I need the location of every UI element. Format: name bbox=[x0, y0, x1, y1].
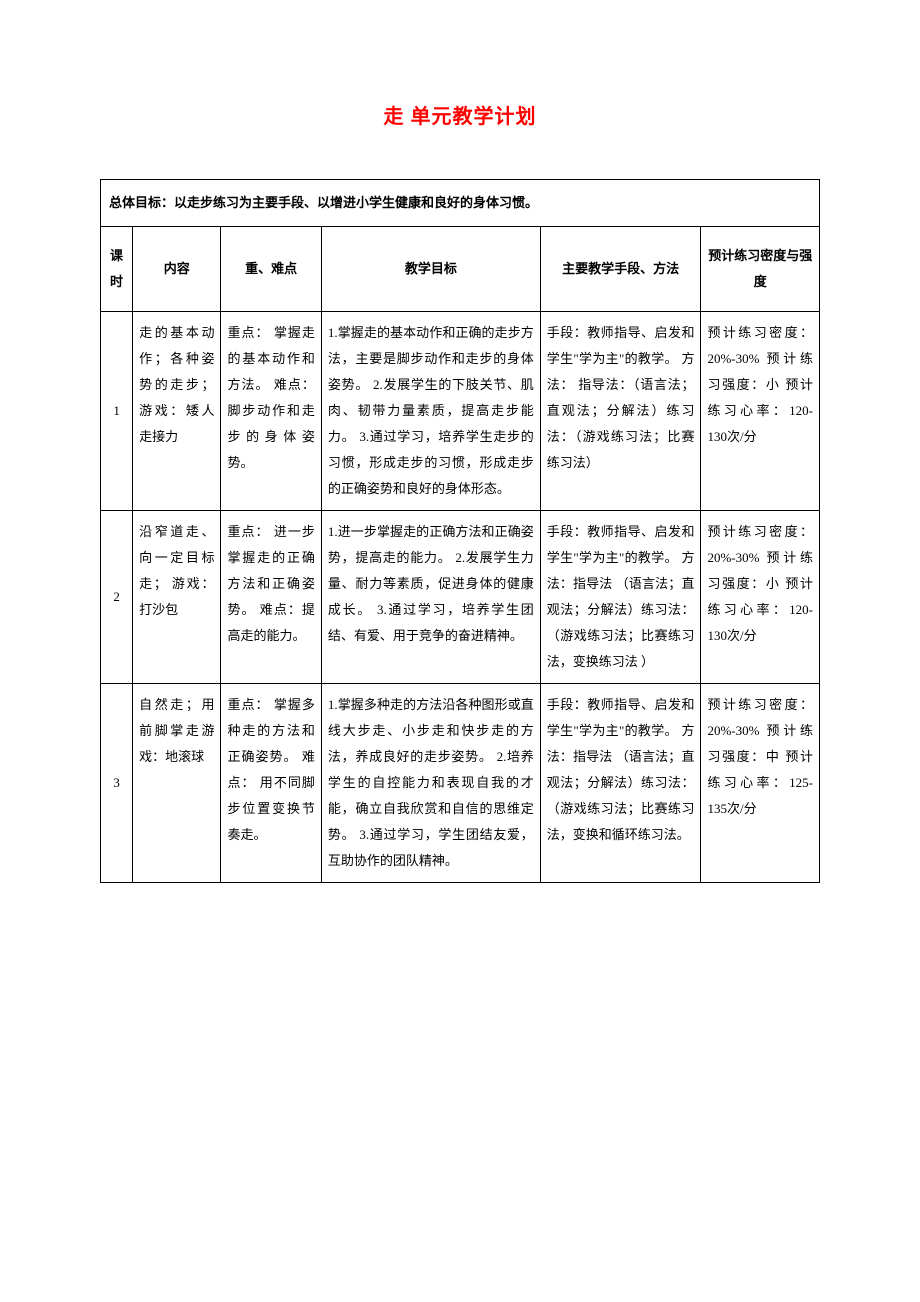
cell-content: 沿窄道走、向一定目标走； 游戏：打沙包 bbox=[133, 511, 221, 684]
cell-goals: 1.掌握多种走的方法沿各种图形或直线大步走、小步走和快步走的方法，养成良好的走步… bbox=[321, 684, 540, 883]
cell-goals: 1.掌握走的基本动作和正确的走步方法，主要是脚步动作和走步的身体姿势。 2.发展… bbox=[321, 312, 540, 511]
cell-intensity: 预计练习密度：20%-30% 预计练习强度：小 预计练习心率：120-130次/… bbox=[701, 312, 820, 511]
table-row: 1 走的基本动作；各种姿势的走步；游戏：矮人走接力 重点： 掌握走的基本动作和方… bbox=[101, 312, 820, 511]
table-row: 3 自然走；用前脚掌走游戏：地滚球 重点： 掌握多种走的方法和正确姿势。 难点：… bbox=[101, 684, 820, 883]
cell-keypoints: 重点： 进一步掌握走的正确方法和正确姿势。 难点：提高走的能力。 bbox=[221, 511, 321, 684]
header-keypoints: 重、难点 bbox=[221, 227, 321, 312]
overall-goal-label: 总体目标： bbox=[109, 195, 174, 210]
cell-intensity: 预计练习密度：20%-30% 预计练习强度：中 预计练习心率：125-135次/… bbox=[701, 684, 820, 883]
cell-content: 走的基本动作；各种姿势的走步；游戏：矮人走接力 bbox=[133, 312, 221, 511]
cell-content: 自然走；用前脚掌走游戏：地滚球 bbox=[133, 684, 221, 883]
overall-goal-row: 总体目标：以走步练习为主要手段、以增进小学生健康和良好的身体习惯。 bbox=[101, 180, 820, 227]
header-methods: 主要教学手段、方法 bbox=[540, 227, 701, 312]
table-header-row: 课时 内容 重、难点 教学目标 主要教学手段、方法 预计练习密度与强度 bbox=[101, 227, 820, 312]
cell-methods: 手段：教师指导、启发和学生"学为主"的教学。 方法：指导法 （语言法；直观法；分… bbox=[540, 684, 701, 883]
header-period: 课时 bbox=[101, 227, 133, 312]
header-intensity: 预计练习密度与强度 bbox=[701, 227, 820, 312]
cell-methods: 手段：教师指导、启发和学生"学为主"的教学。 方法： 指导法：（语言法；直观法；… bbox=[540, 312, 701, 511]
header-content: 内容 bbox=[133, 227, 221, 312]
teaching-plan-table: 总体目标：以走步练习为主要手段、以增进小学生健康和良好的身体习惯。 课时 内容 … bbox=[100, 179, 820, 883]
cell-methods: 手段：教师指导、启发和学生"学为主"的教学。 方法：指导法 （语言法；直观法；分… bbox=[540, 511, 701, 684]
header-goals: 教学目标 bbox=[321, 227, 540, 312]
cell-goals: 1.进一步掌握走的正确方法和正确姿势，提高走的能力。 2.发展学生力量、耐力等素… bbox=[321, 511, 540, 684]
overall-goal-cell: 总体目标：以走步练习为主要手段、以增进小学生健康和良好的身体习惯。 bbox=[101, 180, 820, 227]
table-row: 2 沿窄道走、向一定目标走； 游戏：打沙包 重点： 进一步掌握走的正确方法和正确… bbox=[101, 511, 820, 684]
cell-keypoints: 重点： 掌握多种走的方法和正确姿势。 难点： 用不同脚步位置变换节奏走。 bbox=[221, 684, 321, 883]
overall-goal-text: 以走步练习为主要手段、以增进小学生健康和良好的身体习惯。 bbox=[174, 195, 538, 210]
cell-period: 2 bbox=[101, 511, 133, 684]
cell-period: 3 bbox=[101, 684, 133, 883]
cell-intensity: 预计练习密度：20%-30% 预计练习强度：小 预计练习心率：120-130次/… bbox=[701, 511, 820, 684]
page-title: 走 单元教学计划 bbox=[100, 100, 820, 129]
cell-period: 1 bbox=[101, 312, 133, 511]
cell-keypoints: 重点： 掌握走的基本动作和方法。 难点： 脚步动作和走步的身体姿势。 bbox=[221, 312, 321, 511]
